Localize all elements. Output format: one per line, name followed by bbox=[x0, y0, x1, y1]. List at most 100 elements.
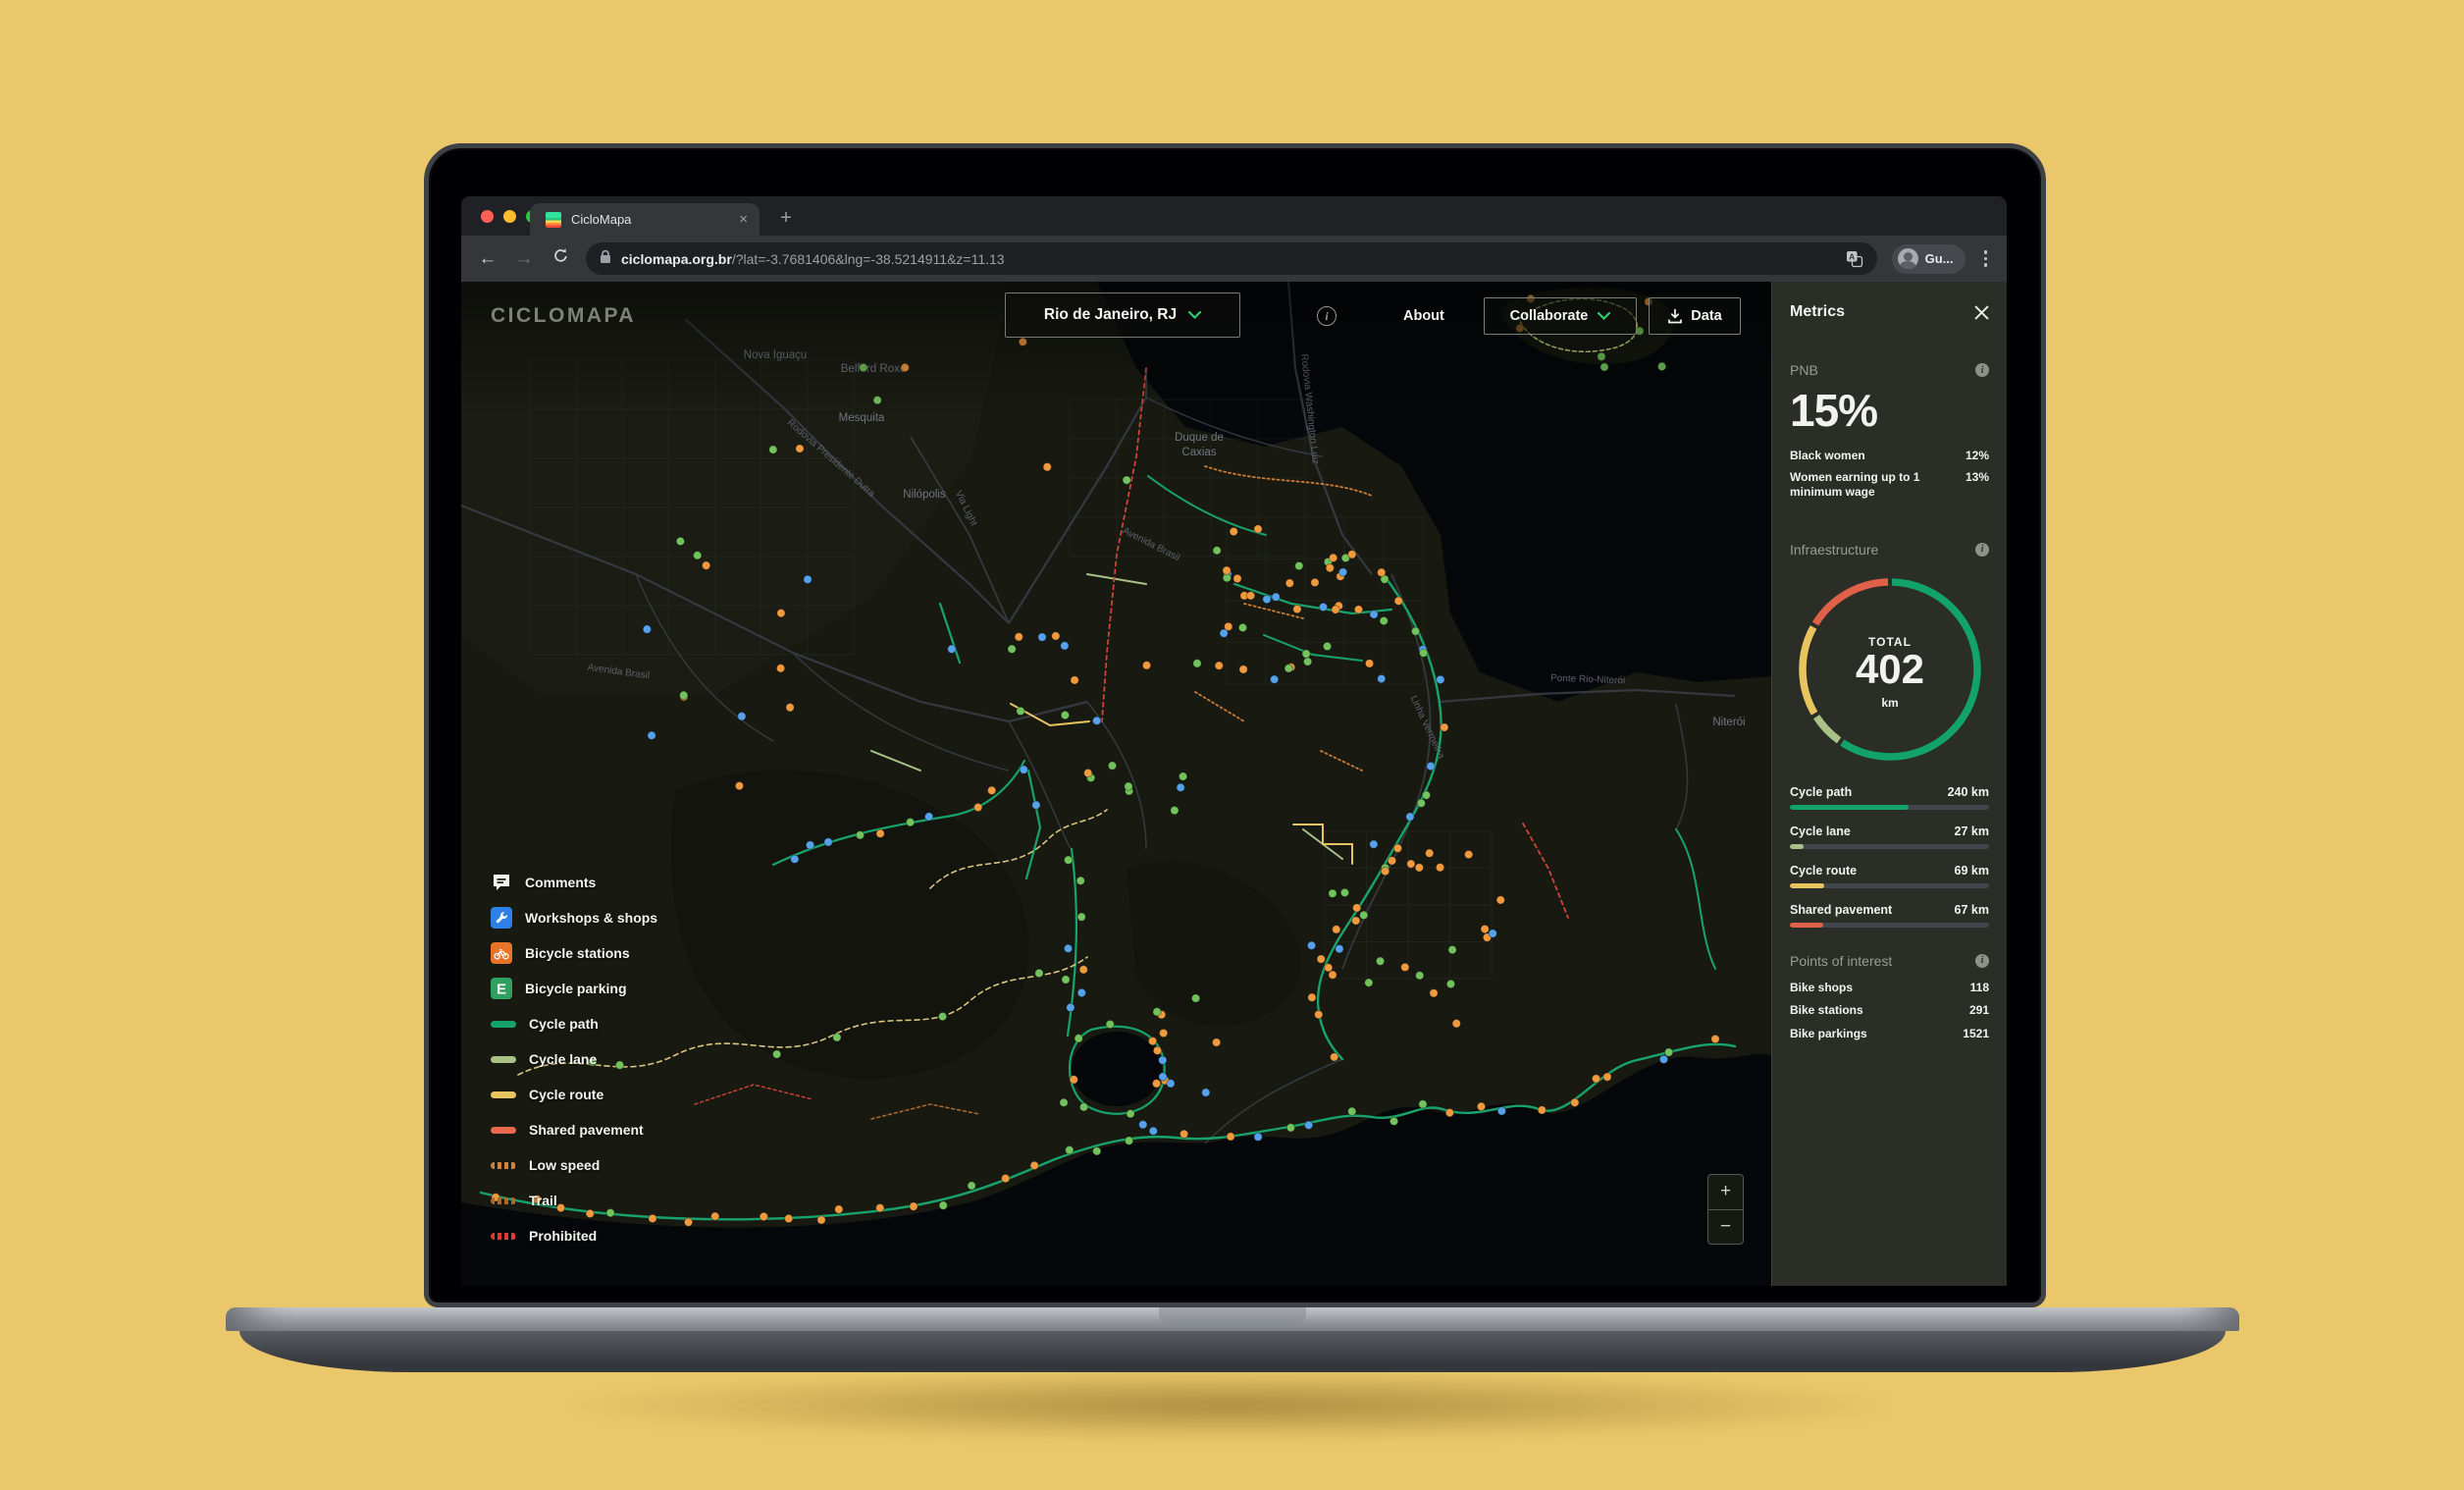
infrastructure-label: Infraestructure bbox=[1790, 541, 1879, 558]
legend-label: Trail bbox=[529, 1193, 557, 1208]
infrastructure-bars: Cycle path 240 km Cycle lane 27 km Cycle rou… bbox=[1790, 785, 1989, 928]
bar-fill bbox=[1790, 843, 1804, 849]
bar-fill bbox=[1790, 882, 1824, 888]
zoom-in-button[interactable]: + bbox=[1708, 1175, 1743, 1210]
parking-e-icon: E bbox=[491, 978, 512, 999]
line-swatch bbox=[491, 1126, 516, 1134]
chevron-down-icon bbox=[1598, 312, 1611, 320]
about-link[interactable]: About bbox=[1403, 308, 1444, 324]
row-value: 291 bbox=[1968, 1003, 1989, 1018]
legend-item-cycle-route[interactable]: Cycle route bbox=[491, 1077, 657, 1112]
legend-label: Bicycle parking bbox=[525, 981, 627, 996]
url-bar[interactable]: ciclomapa.org.br/?lat=-3.7681406&lng=-38… bbox=[586, 242, 1877, 275]
legend-label: Low speed bbox=[529, 1157, 601, 1173]
browser-profile-chip[interactable]: Gu... bbox=[1891, 243, 1966, 274]
back-icon[interactable]: ← bbox=[478, 247, 498, 269]
svg-text:Belford Roxo: Belford Roxo bbox=[841, 363, 906, 375]
map-legend: Comments Workshops & shops Bicycle station… bbox=[491, 865, 657, 1253]
infrastructure-info-icon[interactable]: i bbox=[1975, 542, 1989, 557]
legend-item-cycle-path[interactable]: Cycle path bbox=[491, 1006, 657, 1041]
map-area: Nova Iguaçu Belford Roxo Mesquita Nilópolis… bbox=[461, 282, 1771, 1286]
pnb-value: 15% bbox=[1790, 385, 1878, 436]
close-window-button[interactable] bbox=[481, 210, 494, 223]
bar-track bbox=[1790, 922, 1989, 928]
svg-text:E: E bbox=[497, 982, 506, 998]
browser-tab[interactable]: CicloMapa × bbox=[530, 203, 760, 236]
close-icon[interactable] bbox=[1974, 304, 1989, 320]
map-zoom-control: + − bbox=[1707, 1174, 1744, 1245]
legend-item-trail[interactable]: Trail bbox=[491, 1183, 657, 1218]
browser-window: CicloMapa × + ← → ciclomapa.org.br/?lat=… bbox=[461, 196, 2007, 1286]
line-swatch bbox=[491, 1055, 516, 1063]
bar-track bbox=[1790, 882, 1989, 888]
collaborate-button[interactable]: Collaborate bbox=[1484, 297, 1637, 335]
svg-text:Niterói: Niterói bbox=[1712, 717, 1745, 728]
translate-icon[interactable]: A bbox=[1846, 250, 1863, 268]
lock-icon bbox=[600, 249, 611, 269]
zoom-out-button[interactable]: − bbox=[1719, 1215, 1732, 1237]
svg-text:402: 402 bbox=[1856, 646, 1924, 692]
info-icon[interactable]: i bbox=[1317, 306, 1337, 326]
pnb-info-icon[interactable]: i bbox=[1975, 363, 1989, 377]
pnb-row-black-women: Black women 12% bbox=[1790, 449, 1989, 464]
bar-track bbox=[1790, 843, 1989, 849]
svg-text:A: A bbox=[1849, 251, 1855, 261]
svg-text:TOTAL: TOTAL bbox=[1868, 635, 1912, 649]
forward-icon[interactable]: → bbox=[514, 247, 534, 269]
bar-label: Cycle lane bbox=[1790, 824, 1851, 838]
legend-item-comments[interactable]: Comments bbox=[491, 865, 657, 900]
row-value: 13% bbox=[1965, 469, 1989, 484]
minimize-window-button[interactable] bbox=[503, 210, 516, 223]
legend-item-bicycle-parking[interactable]: E Bicycle parking bbox=[491, 971, 657, 1006]
collaborate-label: Collaborate bbox=[1509, 308, 1589, 324]
legend-item-shared-pavement[interactable]: Shared pavement bbox=[491, 1112, 657, 1147]
row-label: Bike parkings bbox=[1790, 1026, 1867, 1040]
map-canvas[interactable]: Nova Iguaçu Belford Roxo Mesquita Nilópolis… bbox=[461, 282, 1771, 1286]
new-tab-button[interactable]: + bbox=[780, 206, 792, 229]
tab-close-icon[interactable]: × bbox=[739, 211, 748, 228]
bar-value: 67 km bbox=[1954, 902, 1989, 917]
ciclomapa-logo: CICLOMAPA bbox=[491, 304, 637, 327]
comments-icon bbox=[491, 872, 512, 893]
row-label: Black women bbox=[1790, 449, 1865, 462]
laptop-screen: CicloMapa × + ← → ciclomapa.org.br/?lat=… bbox=[424, 143, 2046, 1307]
refresh-icon[interactable] bbox=[550, 247, 571, 270]
row-label: Women earning up to 1 minimum wage bbox=[1790, 469, 1920, 500]
laptop-hinge-notch bbox=[1159, 1307, 1306, 1327]
row-label: Bike shops bbox=[1790, 980, 1854, 994]
svg-text:Caxias: Caxias bbox=[1181, 447, 1216, 458]
legend-item-cycle-lane[interactable]: Cycle lane bbox=[491, 1041, 657, 1077]
bar-track bbox=[1790, 804, 1989, 810]
download-icon bbox=[1668, 308, 1683, 324]
svg-text:Nova Iguaçu: Nova Iguaçu bbox=[744, 349, 808, 361]
line-swatch bbox=[491, 1232, 516, 1240]
data-label: Data bbox=[1691, 308, 1722, 324]
chevron-down-icon bbox=[1188, 311, 1202, 319]
svg-text:Nilópolis: Nilópolis bbox=[903, 489, 946, 501]
line-swatch bbox=[491, 1091, 516, 1098]
legend-label: Cycle route bbox=[529, 1087, 604, 1102]
bar-label: Cycle path bbox=[1790, 784, 1853, 799]
legend-label: Bicycle stations bbox=[525, 945, 630, 961]
city-selector[interactable]: Rio de Janeiro, RJ bbox=[1005, 293, 1240, 338]
poi-info-icon[interactable]: i bbox=[1975, 953, 1989, 968]
poi-label: Points of interest bbox=[1790, 952, 1893, 969]
line-swatch bbox=[491, 1197, 516, 1204]
legend-label: Workshops & shops bbox=[525, 910, 658, 926]
legend-item-low-speed[interactable]: Low speed bbox=[491, 1147, 657, 1183]
infra-bar-shared-pavement: Shared pavement 67 km bbox=[1790, 903, 1989, 928]
browser-menu-icon[interactable] bbox=[1980, 246, 1992, 271]
laptop-shadow bbox=[294, 1366, 2169, 1464]
pnb-row-women-earning-up-to-1-minimum-wage: Women earning up to 1 minimum wage 13% bbox=[1790, 470, 1989, 501]
data-button[interactable]: Data bbox=[1649, 297, 1741, 335]
infra-bar-cycle-path: Cycle path 240 km bbox=[1790, 785, 1989, 810]
ciclomapa-app: Nova Iguaçu Belford Roxo Mesquita Nilópolis… bbox=[461, 282, 2007, 1286]
legend-item-prohibited[interactable]: Prohibited bbox=[491, 1218, 657, 1253]
poi-row-bike-stations: Bike stations 291 bbox=[1790, 1003, 1989, 1019]
row-value: 1521 bbox=[1963, 1026, 1989, 1040]
bar-fill bbox=[1790, 922, 1823, 928]
legend-item-workshops-shops[interactable]: Workshops & shops bbox=[491, 900, 657, 935]
legend-item-bicycle-stations[interactable]: Bicycle stations bbox=[491, 935, 657, 971]
wrench-icon bbox=[491, 907, 512, 929]
legend-label: Comments bbox=[525, 875, 597, 890]
